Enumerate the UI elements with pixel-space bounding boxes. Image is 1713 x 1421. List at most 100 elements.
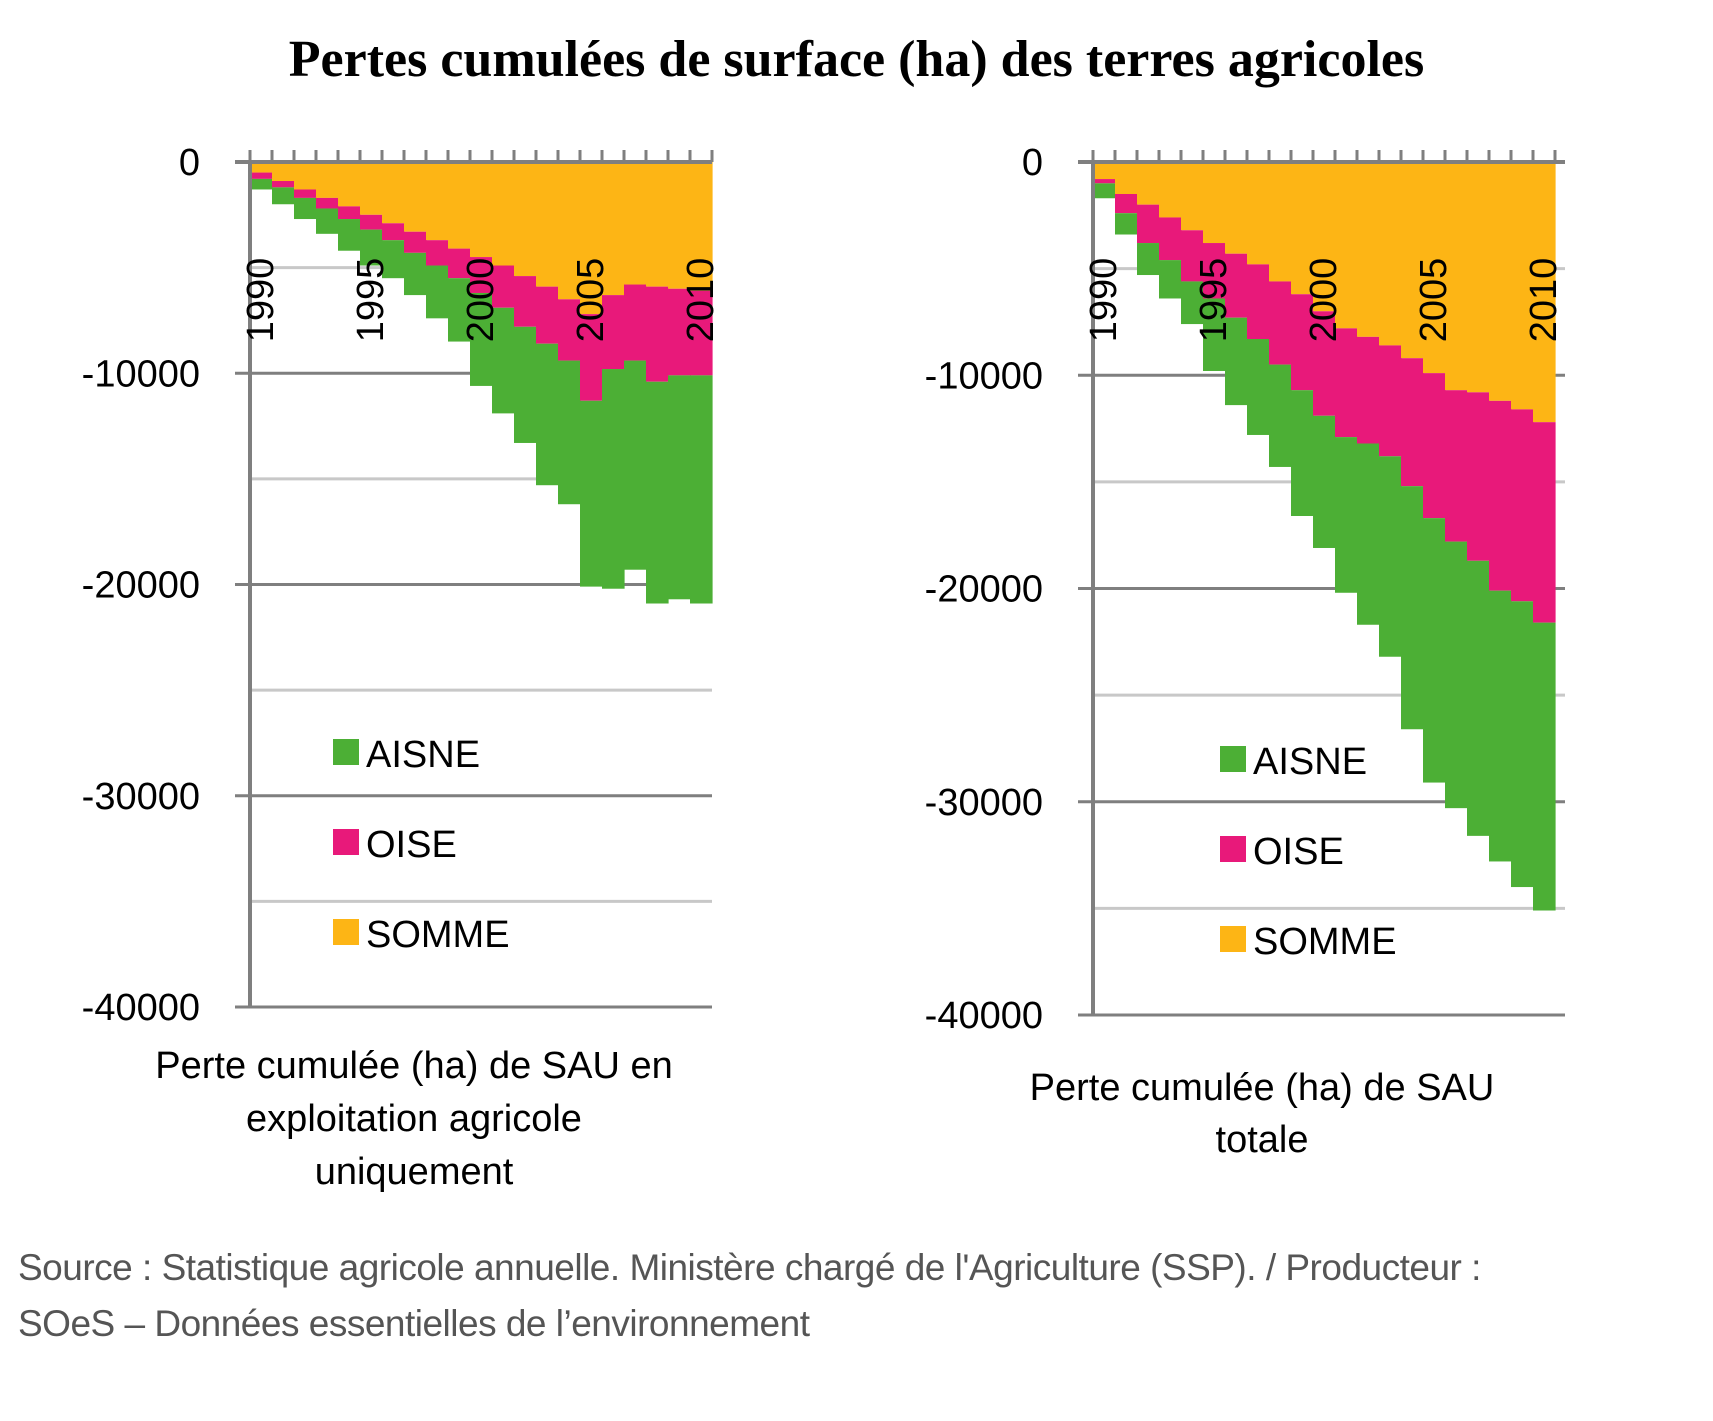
legend-swatch-aisne [1220,746,1246,772]
bar-oise [1423,373,1446,519]
source-line-2: SOeS – Données essentielles de l’environ… [18,1303,810,1344]
bar-aisne [1203,298,1226,371]
bar-aisne [382,240,405,279]
bar-oise [1159,217,1182,261]
bar-aisne [338,219,361,251]
bar-oise [536,286,559,344]
bar-somme [1511,162,1534,410]
legend-label-somme: SOMME [366,914,510,956]
x-tick-label: 1995 [350,258,392,343]
bar-somme [1335,162,1358,329]
chart-subtitle-line: totale [1216,1119,1309,1161]
bar-somme [514,162,537,277]
bar-somme [1269,162,1292,282]
bar-aisne [602,369,625,589]
bar-oise [1269,281,1292,365]
y-tick-label: -30000 [925,782,1043,824]
x-tick-label: 2000 [460,258,502,343]
bar-aisne [1445,541,1468,809]
bar-aisne [558,360,581,505]
chart-sau-exploitation: 0 -10000 -20000 -30000 -40000 1990 1995 2000 200… [82,142,722,1193]
legend-swatch-somme [333,919,359,945]
bar-somme [602,162,625,296]
bar-somme [1181,162,1204,231]
legend-swatch-oise [1220,836,1246,862]
bar-somme [1467,162,1490,393]
x-tick-label: 2010 [1523,258,1565,343]
bar-somme [492,162,515,266]
bar-somme [272,162,295,182]
bar-somme [646,162,669,287]
bar-oise [1225,253,1248,318]
bar-oise [1533,422,1556,623]
bar-oise [294,189,317,198]
bar-somme [1533,162,1556,423]
bar-aisne [1159,260,1182,299]
bar-oise [492,265,515,308]
bar-somme [558,162,581,300]
legend-swatch-aisne [333,739,359,765]
bar-aisne [404,252,427,296]
bar-somme [1291,162,1314,295]
bar-aisne [1423,518,1446,783]
legend-label-somme: SOMME [1253,921,1397,963]
bar-oise [1203,243,1226,299]
bar-oise [690,290,713,376]
bar-somme [1401,162,1424,359]
bar-aisne [448,278,471,342]
bar-oise [1247,264,1270,339]
bar-aisne [470,292,493,386]
bar-somme [316,162,339,198]
bar-aisne [690,375,713,604]
bar-aisne [624,360,647,570]
source-note: Source : Statistique agricole annuelle. … [18,1240,1708,1352]
bar-somme [624,162,647,285]
bar-somme [1115,162,1138,194]
y-tick-label: -10000 [925,355,1043,397]
bar-oise [448,248,471,279]
bar-oise [1313,311,1336,416]
legend-label-oise: OISE [1253,831,1344,873]
bar-aisne [1357,443,1380,625]
bar-somme [1137,162,1160,205]
bar-aisne [1247,338,1270,435]
bar-somme [1423,162,1446,374]
bar-oise [360,214,383,230]
bar-aisne [1313,415,1336,548]
bar-oise [1357,336,1380,444]
bar-aisne [1181,281,1204,325]
bar-oise [558,299,581,361]
legend-label-oise: OISE [366,824,457,866]
bar-aisne [1379,456,1402,657]
bar-aisne [646,381,669,604]
bar-somme [1379,162,1402,346]
bar-aisne [1115,213,1138,235]
bar-oise [382,223,405,241]
bar-aisne [272,187,295,205]
legend-label-aisne: AISNE [1253,741,1367,783]
bar-aisne [294,197,317,220]
bar-somme [1203,162,1226,244]
bar-oise [514,276,537,327]
bar-aisne [536,343,559,486]
y-tick-label: -40000 [925,995,1043,1037]
bar-oise [580,314,603,401]
bar-aisne [1137,243,1160,276]
bar-oise [624,284,647,361]
bar-somme [382,162,405,224]
bar-oise [646,286,669,382]
bar-oise [1181,230,1204,282]
bar-somme [1247,162,1270,265]
bar-aisne [1335,437,1358,593]
y-tick-label: -20000 [82,565,200,607]
legend-swatch-oise [333,829,359,855]
page-title: Pertes cumulées de surface (ha) des terr… [288,31,1425,88]
bar-oise [1489,400,1512,591]
bar-somme [1357,162,1380,337]
bar-aisne [492,307,515,414]
bar-aisne [1269,364,1292,467]
bar-oise [602,295,625,370]
bar-somme [1313,162,1336,312]
bar-aisne [360,229,383,266]
bar-aisne [580,400,603,587]
